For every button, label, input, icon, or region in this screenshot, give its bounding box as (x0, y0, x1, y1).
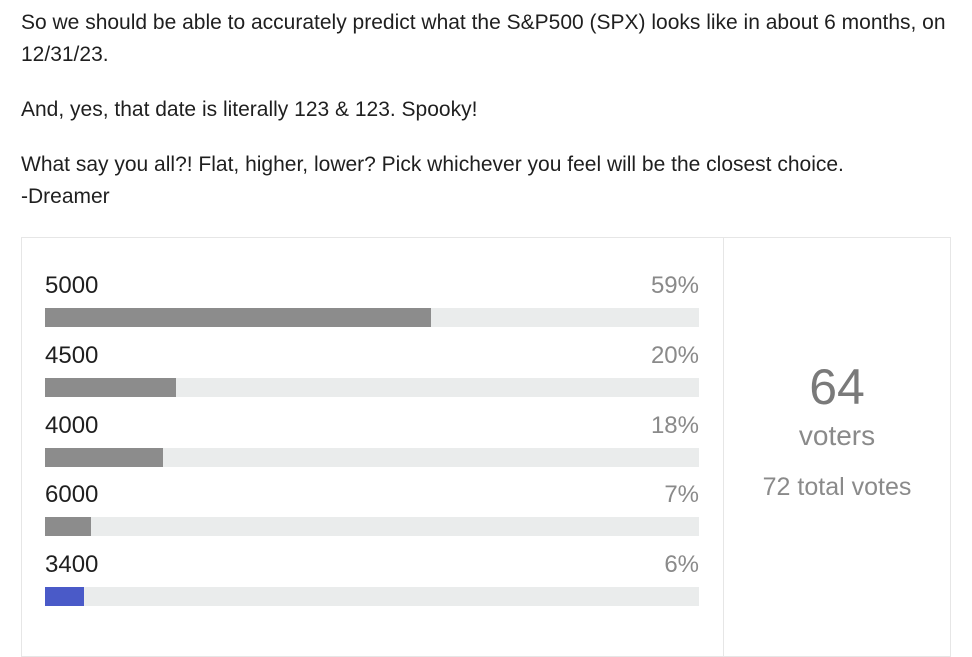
poll-option-bar-track (45, 587, 699, 606)
post-paragraph: And, yes, that date is literally 123 & 1… (21, 98, 478, 121)
poll-widget: 5000 59% 4500 20% 4000 18% 6000 7% (21, 237, 951, 657)
poll-option-label: 4000 (45, 412, 99, 439)
poll-option[interactable]: 6000 7% (45, 480, 699, 550)
poll-summary: 64 voters 72 total votes (724, 238, 950, 628)
poll-option-bar-fill (45, 517, 91, 536)
poll-option-label: 4500 (45, 342, 99, 369)
poll-option-bar-fill (45, 308, 431, 327)
poll-option-percent: 7% (664, 481, 699, 508)
poll-option-bar-track (45, 448, 699, 467)
poll-options: 5000 59% 4500 20% 4000 18% 6000 7% (22, 238, 724, 656)
post-signature: -Dreamer (21, 185, 110, 208)
voters-count: 64 (809, 359, 865, 415)
poll-option[interactable]: 4500 20% (45, 341, 699, 411)
total-votes: 72 total votes (762, 473, 912, 501)
voters-label: voters (798, 420, 876, 451)
poll-option-bar-fill (45, 448, 163, 467)
poll-option-percent: 6% (664, 551, 699, 578)
poll-option-bar-track (45, 308, 699, 327)
post-paragraph: So we should be able to accurately predi… (21, 11, 946, 66)
poll-option-label: 3400 (45, 551, 99, 578)
poll-option-bar-track (45, 378, 699, 397)
poll-option-percent: 18% (650, 412, 699, 439)
poll-option-bar-fill (45, 378, 176, 397)
post-body: So we should be able to accurately predi… (21, 7, 951, 236)
poll-option-bar-fill (45, 587, 85, 606)
post-paragraph-line: What say you all?! Flat, higher, lower? … (21, 153, 844, 176)
poll-option-label: 5000 (45, 272, 99, 299)
post-paragraph: What say you all?! Flat, higher, lower? … (21, 149, 951, 213)
poll-option-bar-track (45, 517, 699, 536)
poll-option-percent: 20% (650, 342, 699, 369)
poll-option-label: 6000 (45, 481, 99, 508)
poll-option-percent: 59% (650, 272, 699, 299)
poll-option[interactable]: 5000 59% (45, 271, 699, 341)
poll-option[interactable]: 3400 6% (45, 550, 699, 620)
poll-option[interactable]: 4000 18% (45, 411, 699, 481)
